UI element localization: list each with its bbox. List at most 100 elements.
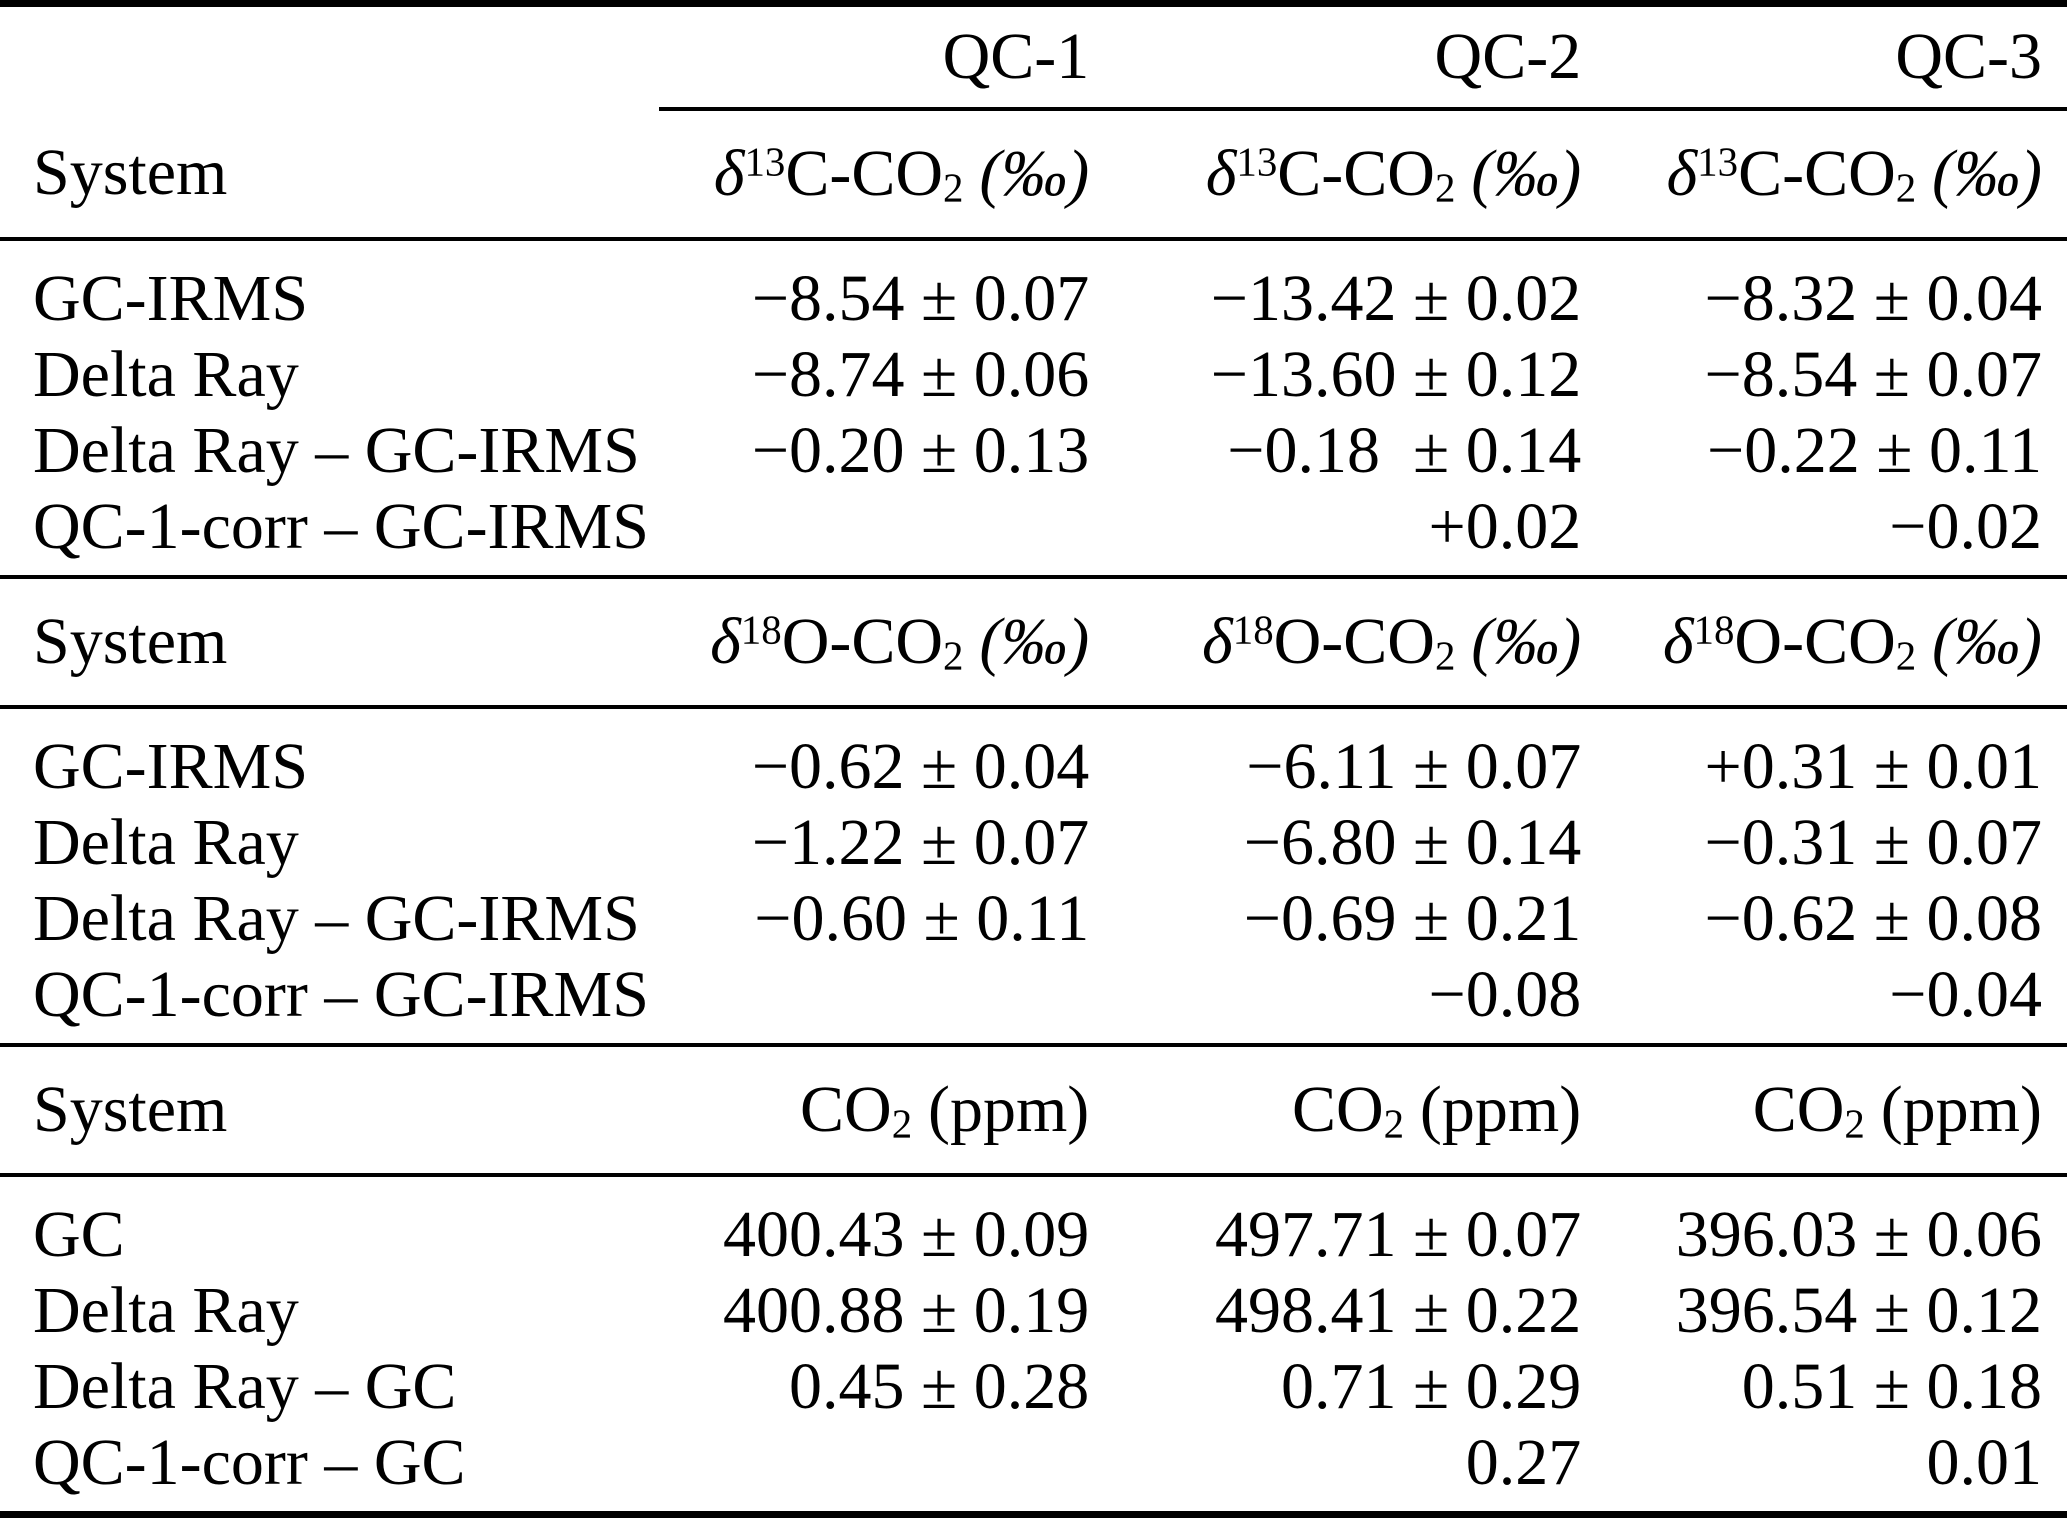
system-header: System (0, 109, 660, 241)
value-cell: −6.80 ± 0.14 (1243, 806, 1582, 879)
value-cell: −8.54 ± 0.07 (1704, 338, 2042, 411)
table-row: QC-1-corr – GC-IRMS +0.02 −0.02 (0, 489, 2067, 579)
formula-subscript: 2 (1383, 1101, 1405, 1147)
unit-suffix: (ppm) (1419, 1073, 1582, 1146)
corner-cell (0, 4, 659, 110)
delta-symbol: δ (1666, 137, 1698, 210)
value-cell: −0.22 ± 0.11 (1707, 414, 2042, 487)
row-label: Delta Ray (33, 1274, 299, 1347)
unit-header-d13c: δ13C-CO2 (‰) (1089, 109, 1582, 241)
value-cell: −1.22 ± 0.07 (751, 806, 1090, 879)
table-row: GC-IRMS −8.54 ± 0.07 −13.42 ± 0.02 −8.32… (0, 239, 2067, 337)
isotope-mass: 13 (744, 139, 786, 185)
value-cell: 400.43 ± 0.09 (723, 1198, 1090, 1271)
table-row: Delta Ray −1.22 ± 0.07 −6.80 ± 0.14 −0.3… (0, 805, 2067, 881)
table-row: Delta Ray – GC 0.45 ± 0.28 0.71 ± 0.29 0… (0, 1349, 2067, 1425)
delta-symbol: δ (1202, 605, 1233, 678)
table-row: Delta Ray −8.74 ± 0.06 −13.60 ± 0.12 −8.… (0, 337, 2067, 413)
permil-unit: (‰) (1471, 137, 1582, 210)
value-cell: 400.88 ± 0.19 (723, 1274, 1090, 1347)
system-header: System (0, 1045, 660, 1177)
unit-header-co2: CO2 (ppm) (659, 1045, 1090, 1177)
value-cell: −8.74 ± 0.06 (751, 338, 1090, 411)
row-label: QC-1-corr – GC (33, 1426, 466, 1499)
row-label: QC-1-corr – GC-IRMS (0, 957, 660, 1047)
formula-text: CO (1752, 1073, 1845, 1146)
delta-symbol: δ (1205, 137, 1237, 210)
table-row: QC-1-corr – GC 0.27 0.01 (0, 1425, 2067, 1515)
section-header-d13c: System δ13C-CO2 (‰) δ13C-CO2 (‰) δ13C-CO2(… (0, 109, 2067, 241)
formula-subscript: 2 (943, 165, 964, 211)
value-cell: −0.18 ± 0.14 (1227, 414, 1582, 487)
value-cell: −8.54 ± 0.07 (751, 262, 1090, 335)
value-cell: −0.62 ± 0.04 (751, 730, 1090, 803)
row-label: GC-IRMS (33, 262, 309, 335)
section-header-d18o: System δ18O-CO2 (‰) δ18O-CO2 (‰) δ18O-CO2(… (0, 577, 2067, 709)
isotope-mass: 18 (1232, 607, 1274, 653)
isotope-mass: 13 (1236, 139, 1278, 185)
formula-text: O-CO (1273, 605, 1435, 678)
unit-header-d13c: δ13C-CO2 (‰) (1581, 109, 2067, 241)
unit-header-d18o: δ18O-CO2 (‰) (1089, 577, 1582, 709)
table-row: GC-IRMS −0.62 ± 0.04 −6.11 ± 0.07 +0.31 … (0, 707, 2067, 805)
delta-symbol: δ (1662, 605, 1694, 678)
formula-text: C-CO (1738, 137, 1896, 210)
value-cell: +0.02 (1089, 489, 1582, 579)
value-cell: −0.08 (1089, 957, 1582, 1047)
unit-header-co2: CO2 (ppm) (1581, 1045, 2067, 1177)
value-cell: 396.03 ± 0.06 (1675, 1198, 2042, 1271)
qc-header-row: QC-1 QC-2 QC-3 (0, 3, 2067, 111)
row-label: GC (33, 1198, 125, 1271)
formula-text: O-CO (1734, 605, 1896, 678)
unit-suffix: (ppm) (1880, 1073, 2042, 1146)
row-label: Delta Ray (33, 806, 299, 879)
col-header-qc-2: QC-2 (1089, 3, 1582, 111)
value-cell: 0.27 (1465, 1426, 1582, 1499)
value-cell: 497.71 ± 0.07 (1214, 1198, 1582, 1271)
permil-unit: (‰) (979, 605, 1090, 678)
value-cell: −0.20 ± 0.13 (751, 414, 1090, 487)
row-label: Delta Ray (33, 338, 299, 411)
formula-subscript: 2 (1434, 165, 1456, 211)
permil-unit: (‰) (1471, 605, 1582, 678)
value-cell: 0.45 ± 0.28 (789, 1350, 1090, 1423)
formula-text: O-CO (781, 605, 944, 678)
value-cell: −0.69 ± 0.21 (1243, 882, 1582, 955)
value-cell: 498.41 ± 0.22 (1214, 1274, 1582, 1347)
system-header: System (0, 577, 660, 709)
table-row: QC-1-corr – GC-IRMS −0.08 −0.04 (0, 957, 2067, 1047)
row-label: Delta Ray – GC-IRMS (33, 882, 640, 955)
value-cell: −0.62 ± 0.08 (1704, 882, 2042, 955)
isotope-mass: 18 (740, 607, 782, 653)
value-cell: −0.04 (1581, 957, 2067, 1047)
formula-text: C-CO (1277, 137, 1435, 210)
value-cell: −0.60 ± 0.11 (754, 882, 1090, 955)
unit-header-co2: CO2 (ppm) (1089, 1045, 1582, 1177)
value-cell (659, 1425, 1089, 1515)
col-header-qc-3: QC-3 (1581, 3, 2067, 111)
formula-subscript: 2 (1434, 633, 1456, 679)
col-header-qc-1: QC-1 (659, 3, 1090, 111)
formula-subscript: 2 (943, 633, 964, 679)
value-cell: −0.02 (1581, 489, 2067, 579)
table-row: GC 400.43 ± 0.09 497.71 ± 0.07 396.03 ± … (0, 1175, 2067, 1273)
formula-subscript: 2 (1895, 165, 1917, 211)
unit-suffix: (ppm) (927, 1073, 1090, 1146)
value-cell: −13.42 ± 0.02 (1210, 262, 1582, 335)
row-label: GC-IRMS (33, 730, 309, 803)
table-row: Delta Ray 400.88 ± 0.19 498.41 ± 0.22 39… (0, 1273, 2067, 1349)
table-row: Delta Ray – GC-IRMS −0.60 ± 0.11 −0.69 ±… (0, 881, 2067, 957)
delta-symbol: δ (710, 605, 741, 678)
formula-text: CO (800, 1073, 892, 1146)
permil-unit: (‰) (1932, 605, 2042, 678)
formula-subscript: 2 (1844, 1101, 1865, 1147)
value-cell: −0.31 ± 0.07 (1704, 806, 2042, 879)
unit-header-d18o: δ18O-CO2 (‰) (659, 577, 1090, 709)
permil-unit: (‰) (1932, 137, 2042, 210)
formula-subscript: 2 (891, 1101, 913, 1147)
value-cell: 396.54 ± 0.12 (1675, 1274, 2042, 1347)
value-cell: +0.31 ± 0.01 (1704, 730, 2042, 803)
formula-text: C-CO (785, 137, 944, 210)
value-cell (659, 957, 1090, 1047)
